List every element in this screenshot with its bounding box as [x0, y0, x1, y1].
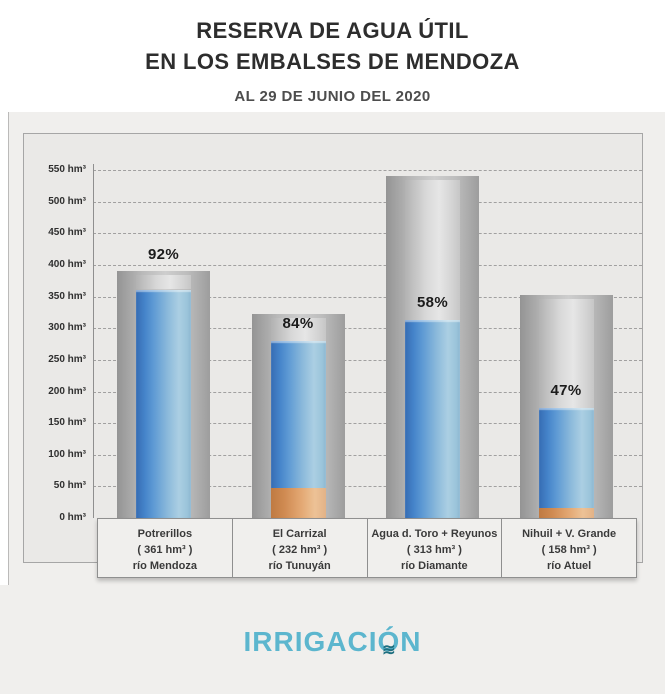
- x-axis-cell: Agua d. Toro + Reyunos ( 313 hm³ ) río Dia…: [366, 519, 502, 577]
- empty-capacity-area: [405, 180, 460, 320]
- empty-capacity-area: [136, 275, 191, 290]
- gridline: [93, 296, 642, 298]
- x-axis-cell: El Carrizal ( 232 hm³ ) río Tunuyán: [231, 519, 367, 577]
- water-fill-bar: [136, 289, 191, 518]
- gridline: [93, 264, 642, 266]
- percent-label: 84%: [282, 314, 314, 332]
- gridline: [93, 328, 642, 330]
- card-background-corner: [0, 585, 8, 694]
- reservoir-volume: ( 232 hm³ ): [272, 544, 328, 556]
- water-fill-bar: [270, 340, 326, 489]
- reservoir-name: Nihuil + V. Grande: [522, 528, 617, 540]
- gridline: [93, 233, 642, 235]
- gridline: [93, 170, 642, 171]
- chart-panel: 550 hm³ 500 hm³ 450 hm³ 400 hm³ 350 hm³ 300 h…: [23, 133, 643, 563]
- reservoir-name: Agua d. Toro + Reyunos: [371, 528, 498, 540]
- gridline: [93, 454, 642, 456]
- gridline: [93, 486, 642, 488]
- gridline: [93, 391, 642, 393]
- irrigacion-logo: IRRIGACIÓ ≋ N: [0, 626, 665, 659]
- y-axis-tick-label: 200 hm³: [48, 385, 86, 397]
- page-subtitle: AL 29 DE JUNIO DEL 2020: [234, 88, 431, 105]
- y-axis-tick-label: 550 hm³: [48, 164, 86, 175]
- dead-volume-bar: [270, 488, 326, 518]
- y-axis-tick-label: 300 hm³: [48, 322, 86, 334]
- logo-o-glyph: Ó: [377, 626, 401, 657]
- page-title-line1: RESERVA DE AGUA ÚTIL: [196, 18, 469, 43]
- gridline: [93, 359, 642, 361]
- header: RESERVA DE AGUA ÚTIL EN LOS EMBALSES DE …: [0, 15, 665, 105]
- reservoir-river: río Tunuyán: [268, 560, 331, 572]
- y-axis-line: [93, 164, 94, 518]
- empty-capacity-area: [538, 298, 594, 408]
- reservoir-volume: ( 361 hm³ ): [137, 544, 193, 556]
- reservoir-name: El Carrizal: [272, 528, 327, 540]
- y-axis-tick-label: 400 hm³: [48, 258, 86, 270]
- y-axis-tick-label: 50 hm³: [53, 480, 86, 492]
- x-axis-cell: Potrerillos ( 361 hm³ ) río Mendoza: [98, 519, 232, 577]
- y-axis-tick-label: 150 hm³: [48, 417, 86, 429]
- logo-text-right: N: [400, 626, 422, 657]
- water-fill-bar: [405, 320, 460, 518]
- reservoir-volume: ( 158 hm³ ): [541, 544, 597, 556]
- water-fill-bar: [538, 407, 594, 508]
- logo-text-left: IRRIGACI: [243, 626, 378, 657]
- y-axis-tick-label: 350 hm³: [48, 290, 86, 302]
- y-axis-tick-label: 450 hm³: [48, 227, 86, 239]
- y-axis-tick-label: 0 hm³: [59, 512, 86, 523]
- x-axis-label-row: Potrerillos ( 361 hm³ ) río Mendoza El Carr…: [97, 518, 637, 578]
- percent-label: 92%: [148, 246, 179, 264]
- y-axis-tick-label: 250 hm³: [48, 353, 86, 365]
- y-axis-tick-label: 500 hm³: [48, 195, 86, 207]
- reservoir-river: río Mendoza: [132, 560, 197, 572]
- empty-capacity-area: [270, 318, 326, 341]
- water-wave-icon: ≋: [382, 642, 396, 659]
- reservoir-name: Potrerillos: [137, 528, 193, 540]
- x-axis-cell: Nihuil + V. Grande ( 158 hm³ ) río Atuel: [501, 519, 636, 577]
- reservoir-river: río Diamante: [401, 560, 468, 572]
- percent-label: 58%: [417, 294, 448, 311]
- reservoir-river: río Atuel: [547, 560, 592, 572]
- y-axis-tick-label: 100 hm³: [48, 448, 86, 460]
- page-title-line2: EN LOS EMBALSES DE MENDOZA: [145, 49, 520, 74]
- logo-letter-o: Ó ≋: [377, 626, 401, 659]
- reservoir-volume: ( 313 hm³ ): [406, 544, 462, 556]
- percent-label: 47%: [550, 381, 582, 399]
- gridline: [93, 201, 642, 203]
- card-edge-line: [8, 112, 9, 585]
- dead-volume-bar: [538, 507, 594, 518]
- gridline: [93, 423, 642, 425]
